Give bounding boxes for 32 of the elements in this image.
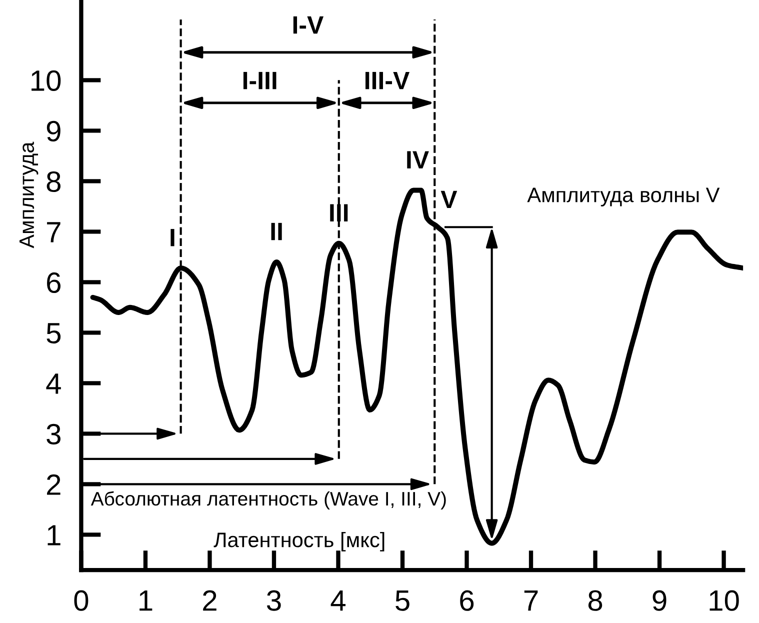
x-tick-label: 10 (710, 590, 739, 611)
annotation: Амплитуда волны V (527, 188, 720, 206)
y-tick-label: 9 (46, 120, 60, 142)
y-tick-label: 5 (46, 323, 61, 344)
y-tick-label: 10 (32, 70, 61, 92)
y-tick-label: 7 (47, 222, 60, 242)
x-tick-label: 1 (140, 590, 152, 611)
y-tick-label: 4 (46, 374, 61, 394)
annotation: V (440, 190, 458, 208)
y-tick-label: 6 (47, 272, 60, 294)
x-tick-label: 6 (460, 590, 474, 611)
annotation: Абсолютная латентность (Wave I, III, V) (90, 491, 446, 510)
y-axis-title: Амплитуда (20, 142, 38, 248)
annotation: I-III (243, 72, 276, 90)
annotation: III-V (366, 72, 410, 90)
annotation: IV (407, 151, 429, 168)
annotation: I-V (293, 16, 324, 34)
y-tick-label: 2 (47, 474, 60, 495)
x-tick-label: 8 (588, 590, 602, 611)
annotation: I (170, 228, 174, 246)
y-tick-label: 3 (46, 424, 60, 445)
x-tick-label: 9 (652, 590, 666, 611)
x-axis-title: Латентность [мкс] (214, 532, 384, 552)
x-tick-label: 2 (203, 590, 216, 611)
x-tick-label: 4 (330, 590, 346, 611)
x-tick-label: 5 (396, 590, 410, 611)
annotation: II (271, 222, 282, 240)
x-tick-label: 7 (524, 590, 538, 611)
y-tick-label: 1 (48, 525, 60, 546)
x-tick-label: 0 (74, 590, 88, 611)
x-tick-label: 3 (266, 590, 281, 611)
y-tick-label: 8 (46, 171, 60, 192)
